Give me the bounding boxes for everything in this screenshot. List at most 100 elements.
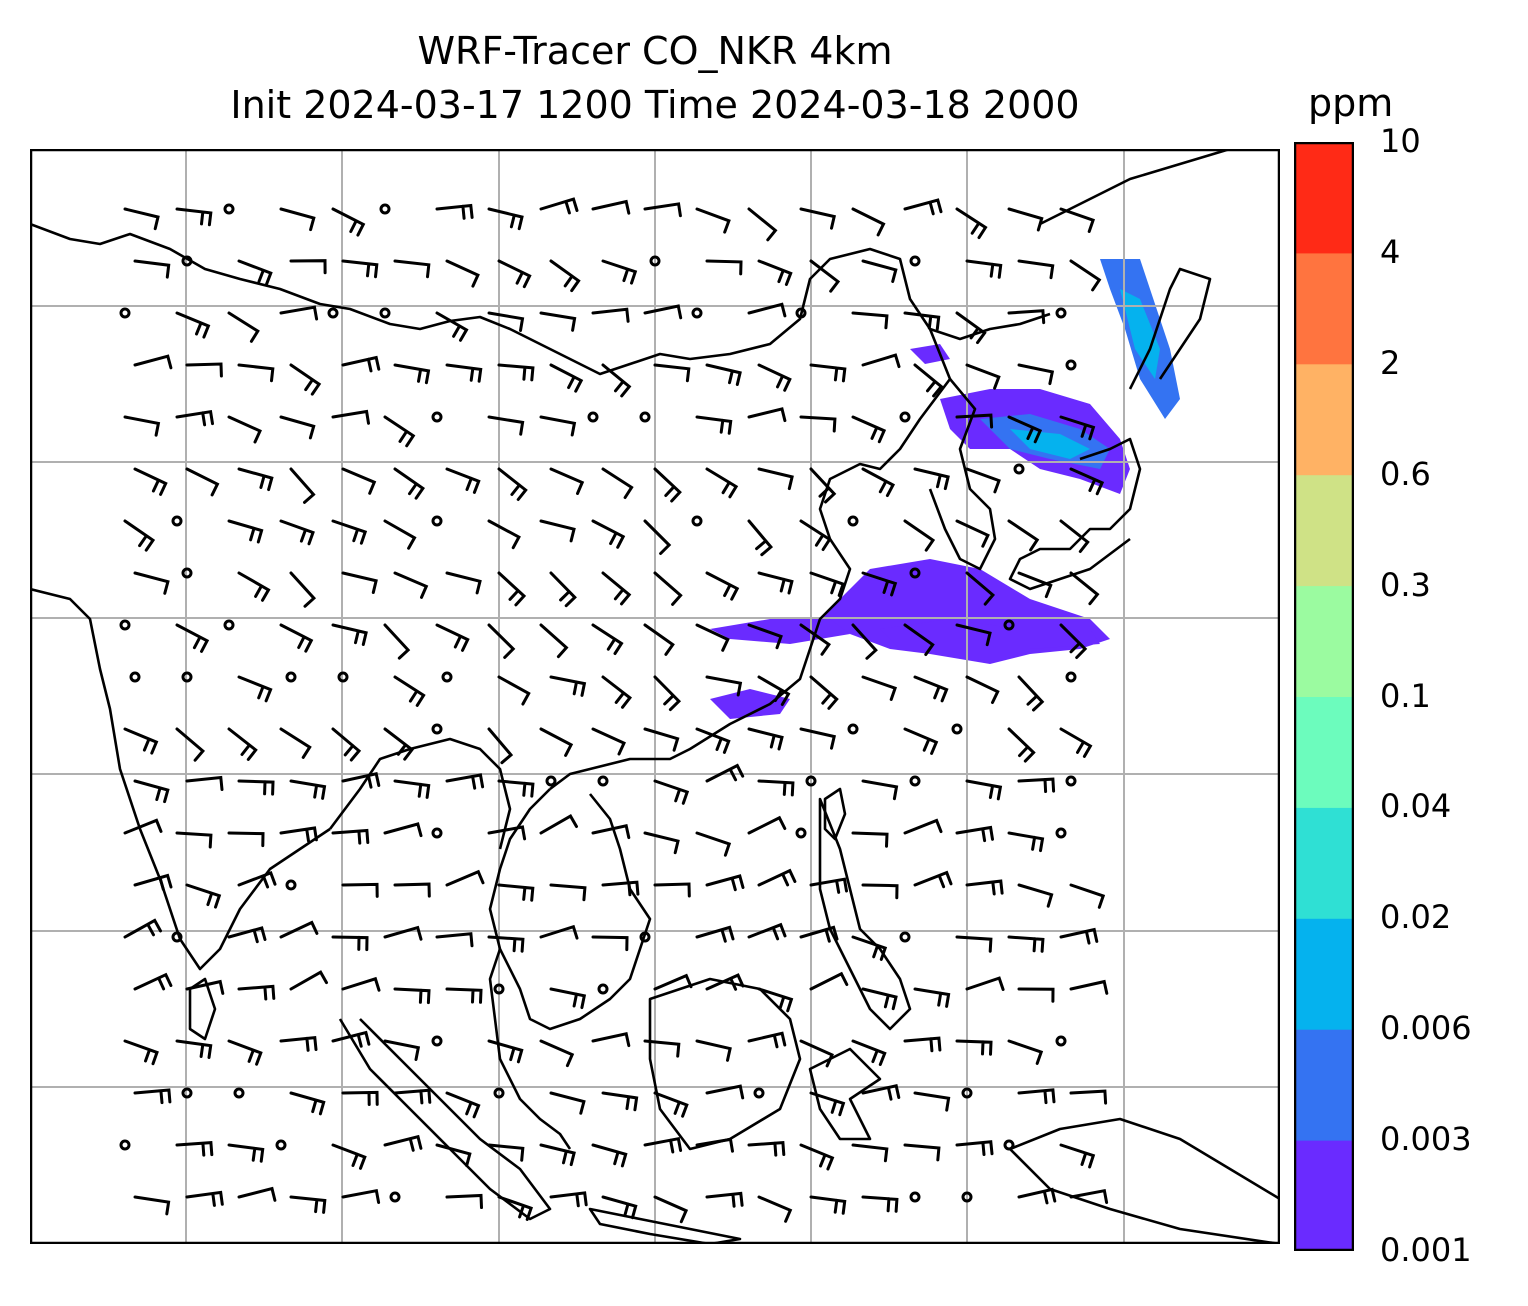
- calm-wind-marker: [847, 723, 859, 735]
- wind-barb: [799, 1143, 835, 1171]
- wind-barb: [851, 311, 889, 330]
- wind-barb: [227, 415, 262, 444]
- wind-barb: [955, 311, 987, 345]
- wind-barb: [653, 571, 683, 606]
- wind-barb: [539, 924, 579, 940]
- coastline: [1128, 267, 1212, 390]
- wind-barb: [539, 727, 574, 757]
- colorbar-tick-label: 2: [1380, 343, 1401, 382]
- wind-barb: [175, 409, 214, 427]
- colorbar-units: ppm: [1308, 81, 1394, 125]
- wind-barb: [331, 828, 370, 845]
- calm-wind-marker: [1003, 1139, 1015, 1151]
- wind-barb: [861, 883, 899, 900]
- wind-barb: [1017, 883, 1054, 908]
- wind-barb: [393, 882, 431, 898]
- wind-barb: [445, 773, 485, 790]
- wind-barb: [133, 467, 168, 496]
- colorbar-tick-label: 4: [1380, 232, 1401, 271]
- calm-wind-marker: [753, 1087, 765, 1099]
- wind-barb: [861, 259, 898, 283]
- wind-barb: [705, 571, 740, 601]
- wind-barb: [1059, 927, 1099, 945]
- wind-barb: [1069, 1188, 1109, 1204]
- wind-barb: [591, 519, 626, 549]
- wind-barb: [133, 1088, 172, 1105]
- wind-barb: [383, 623, 411, 660]
- map-frame: [30, 149, 1280, 1244]
- wind-barb: [809, 877, 848, 894]
- wind-barb: [445, 1091, 481, 1119]
- wind-barb: [279, 207, 316, 232]
- tracer-plume: [1120, 289, 1160, 379]
- wind-barb: [965, 976, 1005, 991]
- wind-barb: [435, 932, 474, 948]
- wind-barb: [705, 1191, 744, 1208]
- wind-barb: [643, 202, 682, 218]
- wind-barb: [383, 822, 423, 838]
- coastline: [928, 378, 997, 571]
- wind-barb: [237, 259, 273, 286]
- wind-barb: [331, 1030, 371, 1048]
- wind-barb: [393, 571, 429, 599]
- wind-barb: [955, 825, 994, 843]
- wind-barb: [185, 979, 225, 995]
- wind-barb: [1069, 883, 1106, 909]
- wind-barb: [799, 925, 839, 943]
- wind-barb: [1069, 1089, 1108, 1105]
- wind-barb: [123, 1039, 159, 1066]
- wind-barb: [227, 311, 260, 343]
- wind-barb: [497, 467, 528, 501]
- coastline: [1008, 437, 1142, 591]
- wind-barb: [965, 259, 1003, 279]
- wind-barb: [185, 775, 224, 791]
- wind-barb: [757, 1195, 793, 1223]
- calm-wind-marker: [961, 1191, 973, 1203]
- wind-barb: [123, 415, 161, 437]
- wind-barb: [903, 198, 943, 216]
- wind-barb: [227, 1143, 265, 1163]
- wind-barb: [653, 779, 690, 805]
- wind-barb: [487, 1039, 524, 1064]
- wind-barb: [695, 831, 732, 857]
- wind-barb: [695, 727, 731, 754]
- calm-wind-marker: [441, 671, 453, 683]
- calm-wind-marker: [649, 255, 661, 267]
- wind-barb: [383, 925, 423, 941]
- calm-wind-marker: [337, 671, 349, 683]
- wind-barb: [341, 259, 379, 279]
- wind-barb: [851, 623, 878, 660]
- wind-barb: [279, 305, 319, 321]
- calm-wind-marker: [431, 827, 443, 839]
- wind-barb: [809, 363, 847, 383]
- wind-barb: [383, 1134, 423, 1152]
- wind-barb: [653, 1091, 689, 1118]
- wind-barb: [913, 870, 953, 889]
- wind-barb: [757, 675, 791, 706]
- wind-barb: [237, 779, 275, 796]
- wind-barb: [861, 1195, 899, 1213]
- wind-barb: [955, 519, 990, 548]
- coastline: [648, 977, 802, 1151]
- wind-barb: [809, 571, 846, 597]
- wind-barb: [601, 675, 633, 709]
- wind-barb: [653, 675, 682, 712]
- wind-barb: [1017, 363, 1055, 386]
- calm-wind-marker: [181, 567, 193, 579]
- wind-barb: [487, 415, 525, 436]
- wind-barb: [601, 1195, 638, 1220]
- wind-barb: [497, 571, 527, 607]
- colorbar-segment: [1294, 918, 1354, 1030]
- calm-wind-marker: [285, 671, 297, 683]
- wind-barb: [185, 883, 222, 909]
- wind-barb: [393, 467, 425, 500]
- wind-barb: [653, 467, 682, 503]
- wind-barb: [445, 363, 483, 383]
- wind-barb: [393, 1088, 432, 1105]
- calm-wind-marker: [961, 1087, 973, 1099]
- wind-barb: [279, 727, 312, 759]
- colorbar-segment: [1294, 585, 1354, 697]
- calm-wind-marker: [181, 255, 193, 267]
- wind-barb: [549, 259, 581, 293]
- wind-barb: [757, 259, 793, 286]
